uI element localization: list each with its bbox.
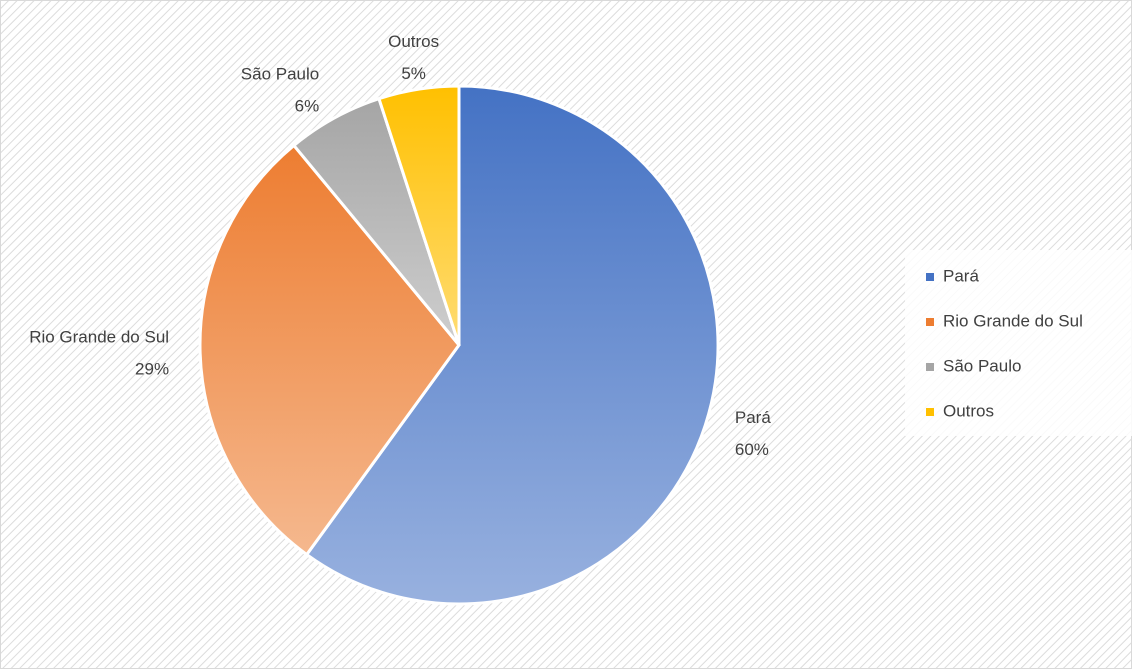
legend-label: Rio Grande do Sul bbox=[943, 311, 1083, 330]
legend-label: São Paulo bbox=[943, 356, 1021, 375]
data-label-category: Rio Grande do Sul bbox=[29, 328, 169, 347]
data-label-value: 29% bbox=[135, 360, 169, 379]
pie-slice bbox=[304, 84, 720, 606]
legend-marker bbox=[926, 363, 934, 371]
data-label-category: Outros bbox=[388, 32, 439, 51]
data-label-category: Pará bbox=[735, 408, 771, 427]
pie-slice bbox=[198, 143, 461, 557]
legend-marker bbox=[926, 318, 934, 326]
pie-slice bbox=[377, 84, 461, 346]
data-label-value: 60% bbox=[735, 440, 769, 459]
data-label-value: 6% bbox=[295, 96, 320, 115]
legend-marker bbox=[926, 408, 934, 416]
legend-label: Outros bbox=[943, 401, 994, 420]
legend-marker bbox=[926, 273, 934, 281]
legend-label: Pará bbox=[943, 266, 979, 285]
data-label-value: 5% bbox=[401, 64, 426, 83]
data-label-category: São Paulo bbox=[241, 64, 319, 83]
legend-background bbox=[905, 250, 1132, 436]
